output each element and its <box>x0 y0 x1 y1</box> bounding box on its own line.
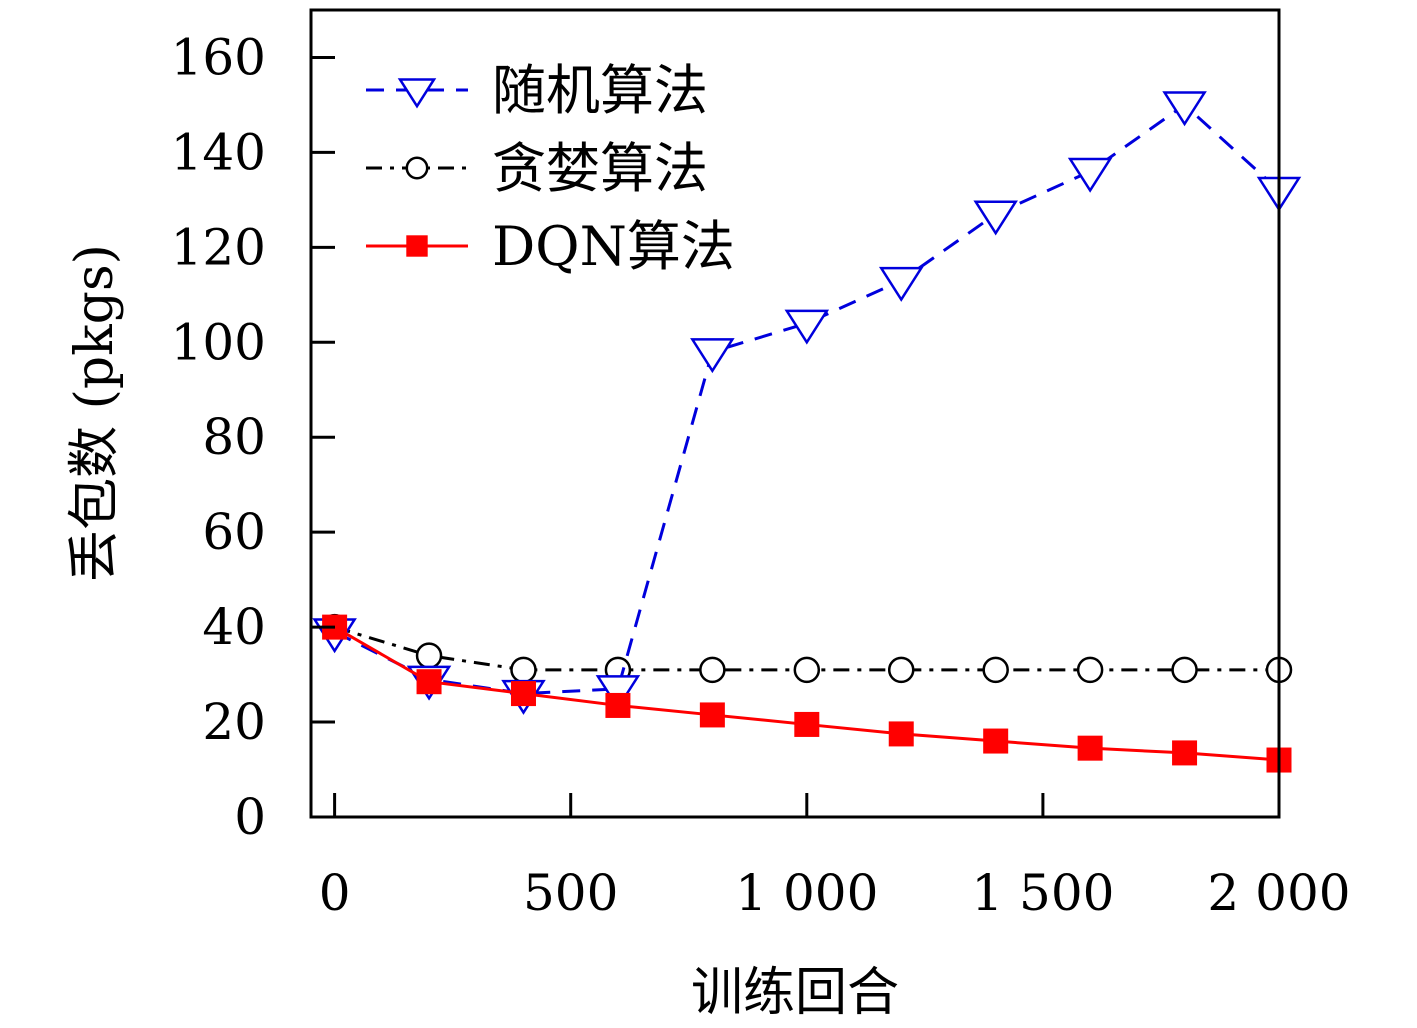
y-tick-label: 100 <box>171 313 266 371</box>
x-tick-label: 2 000 <box>1207 864 1350 922</box>
legend-marker <box>406 235 428 257</box>
data-point <box>690 338 735 374</box>
x-tick-label: 1 000 <box>735 864 878 922</box>
y-tick-label: 60 <box>202 503 266 561</box>
x-tick-label: 0 <box>319 864 351 922</box>
x-tick-label: 500 <box>523 864 618 922</box>
legend-label: DQN算法 <box>492 215 735 278</box>
x-tick-label: 1 500 <box>971 864 1114 922</box>
y-tick-label: 0 <box>234 788 266 846</box>
data-point <box>793 656 821 684</box>
legend-label: 贪婪算法 <box>492 137 708 200</box>
ticks-layer: 0 20 40 60 80 100 120 140 160 0 500 1 000 1 500 2 000 <box>171 28 1351 922</box>
data-point <box>982 656 1009 684</box>
series-line <box>333 103 1281 696</box>
data-point <box>1162 91 1207 127</box>
data-point <box>510 681 536 707</box>
y-tick-label: 160 <box>171 28 266 86</box>
data-point <box>888 721 914 747</box>
y-axis-title: 丢包数 (pkgs) <box>65 244 125 582</box>
data-point <box>1067 157 1113 193</box>
series-line <box>333 625 1280 762</box>
legend-item: 贪婪算法 <box>366 137 708 200</box>
data-point <box>416 669 442 695</box>
series-layer <box>312 91 1302 773</box>
series-1 <box>312 91 1302 715</box>
series-2 <box>321 613 1293 684</box>
y-tick-label: 20 <box>202 693 266 751</box>
legend-marker <box>405 156 429 180</box>
series-3 <box>322 614 1292 773</box>
legend-label: 随机算法 <box>492 59 708 122</box>
data-point <box>784 309 830 345</box>
data-point <box>1171 656 1198 684</box>
data-point <box>510 656 537 684</box>
y-tick-label: 40 <box>202 598 266 656</box>
data-point <box>794 711 820 737</box>
legend-item: DQN算法 <box>366 215 735 278</box>
y-tick-label: 140 <box>171 123 266 181</box>
y-tick-label: 120 <box>171 218 266 276</box>
data-point <box>605 692 631 718</box>
data-point <box>1076 656 1104 684</box>
plot-frame <box>309 8 1281 819</box>
data-point <box>595 675 641 711</box>
data-point <box>973 200 1018 236</box>
data-point <box>415 642 443 669</box>
data-point <box>887 656 915 684</box>
data-point <box>983 728 1009 754</box>
x-axis-title: 训练回合 <box>691 963 899 1023</box>
legend-item: 随机算法 <box>366 59 708 122</box>
y-tick-label: 80 <box>202 408 266 466</box>
data-point <box>1077 735 1103 761</box>
legend-marker <box>397 78 437 109</box>
data-point <box>699 702 725 728</box>
data-point <box>878 266 924 302</box>
data-point <box>1172 740 1198 766</box>
data-point <box>699 656 726 684</box>
